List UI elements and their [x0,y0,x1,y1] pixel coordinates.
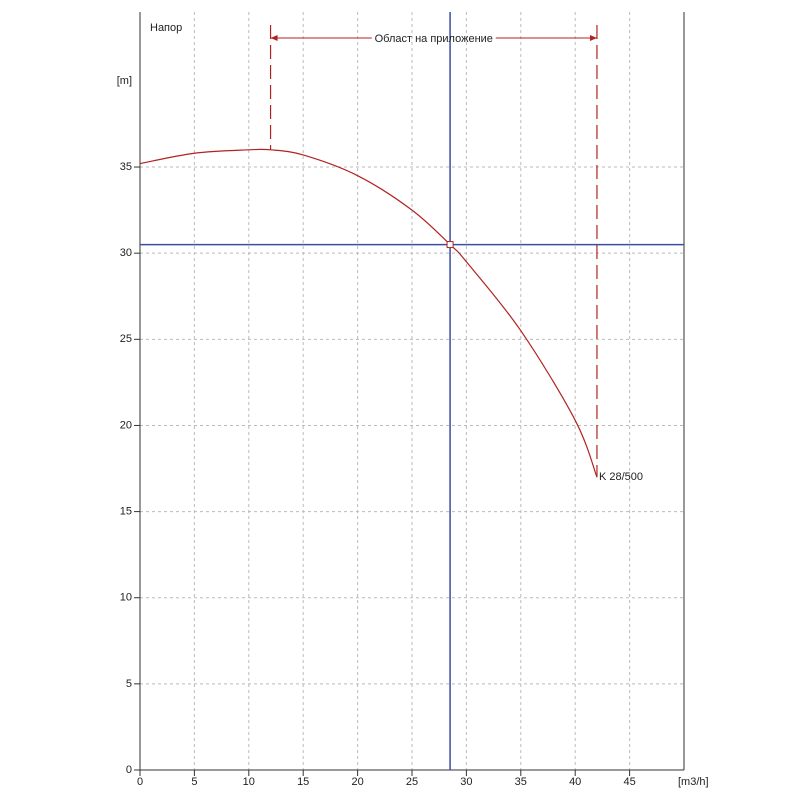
y-tick-label: 5 [126,678,132,690]
y-tick-label: 20 [120,419,132,431]
curve-label: K 28/500 [599,471,643,483]
y-tick-label: 10 [120,592,132,604]
operating-point [446,241,454,249]
y-tick-label: 30 [120,247,132,259]
y-tick-label: 15 [120,505,132,517]
x-tick-label: 40 [569,776,581,788]
x-tick-label: 0 [137,776,143,788]
x-tick-label: 25 [406,776,418,788]
arrow-head [589,35,597,41]
x-tick-label: 15 [297,776,309,788]
x-tick-label: 5 [191,776,197,788]
x-tick-label: 45 [623,776,635,788]
y-axis-label: [m] [117,75,132,87]
y-tick-label: 25 [120,333,132,345]
x-tick-label: 20 [351,776,363,788]
x-axis-label: [m3/h] [678,776,709,788]
x-tick-label: 30 [460,776,472,788]
arrow-head [270,35,278,41]
y-tick-label: 35 [120,161,132,173]
x-tick-label: 10 [243,776,255,788]
x-tick-label: 35 [515,776,527,788]
y-tick-label: 0 [126,764,132,776]
chart-title: Напор [150,22,182,34]
range-label: Област на приложение [375,33,493,45]
pump-curve [139,148,598,478]
